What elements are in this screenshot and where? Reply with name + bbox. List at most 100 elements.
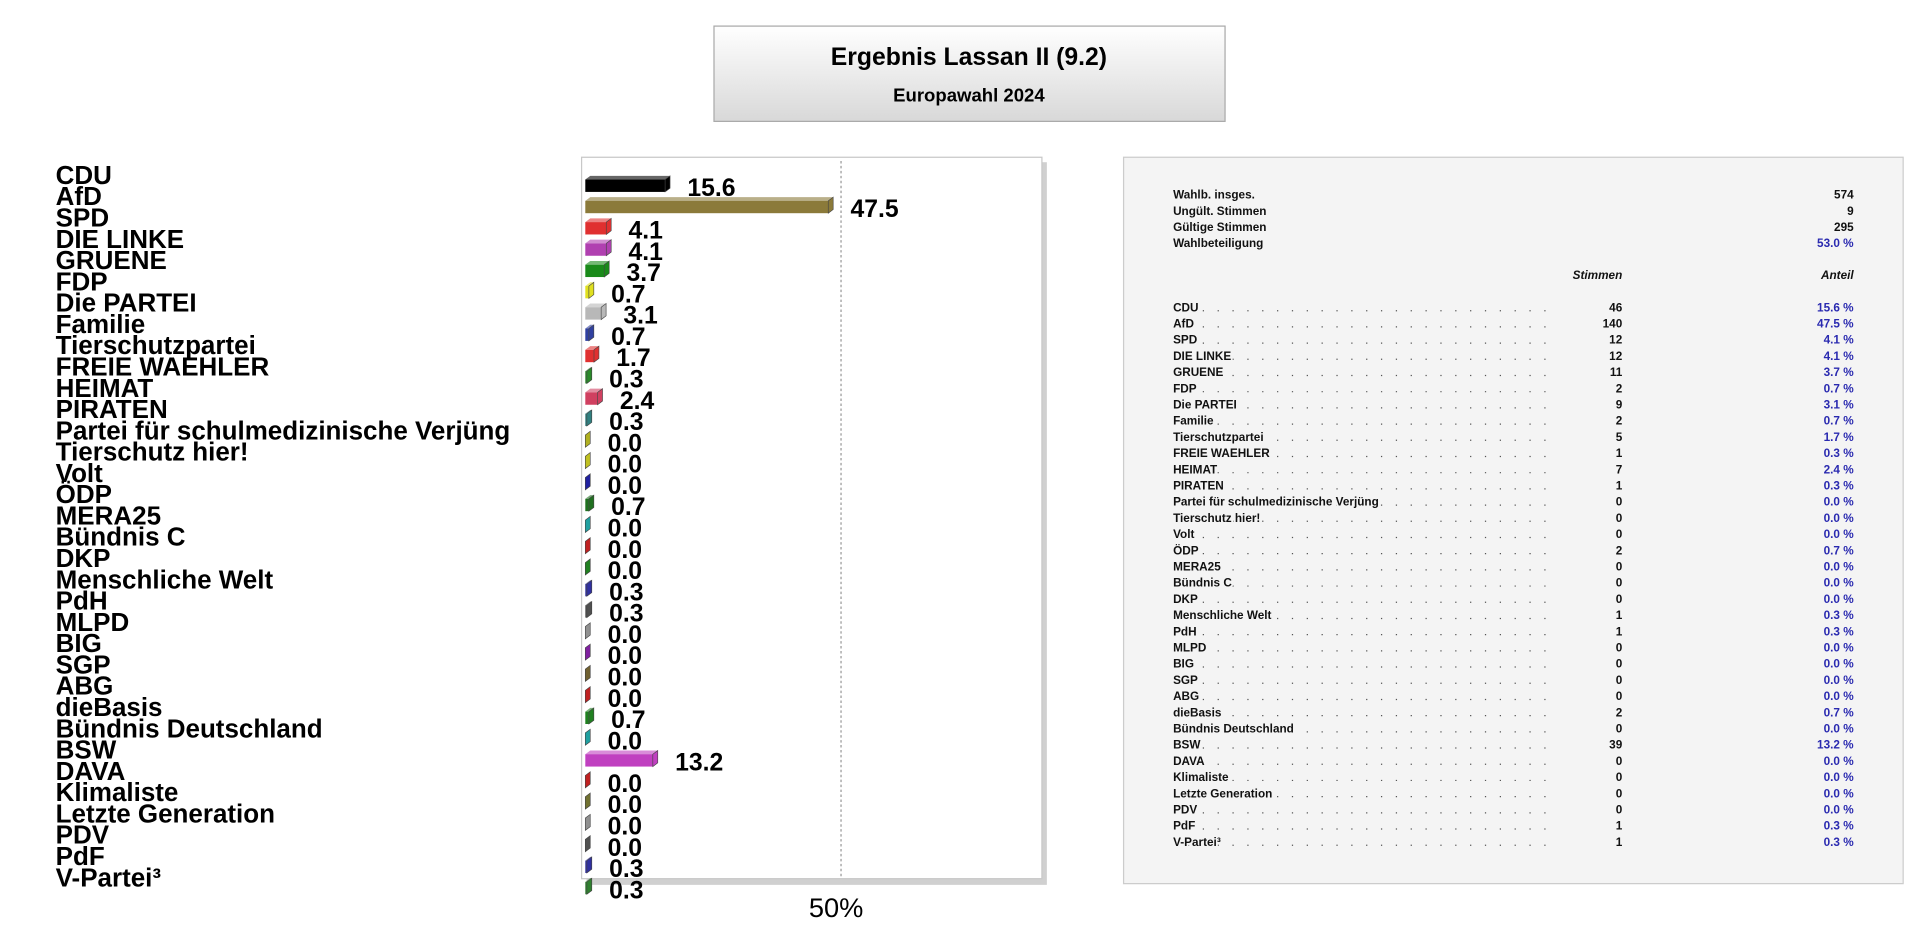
category-label: Die PARTEI [56, 288, 197, 318]
bar-side [584, 792, 591, 810]
value-label: 0.0 [608, 622, 642, 649]
bar-side [586, 366, 593, 385]
votes: 0 [1616, 496, 1623, 509]
category-label: PdF [56, 841, 105, 871]
bar-side [664, 175, 671, 193]
bar [585, 217, 612, 236]
bar-face [585, 498, 589, 512]
bar [585, 324, 595, 342]
bar-side [588, 281, 595, 299]
bar-top [585, 388, 603, 393]
category-label: DKP [56, 543, 111, 573]
bar-side [605, 217, 612, 236]
bar-face [585, 605, 587, 618]
share: 47.5 % [1817, 318, 1854, 331]
bar-side [584, 622, 591, 640]
party-name: FDP [1173, 382, 1197, 395]
bar [585, 877, 593, 895]
value-label: 0.3 [609, 409, 643, 436]
share: 2.4 % [1824, 463, 1855, 476]
value-label: 0.7 [611, 324, 645, 351]
bar-top [585, 197, 834, 201]
votes: 1 [1616, 447, 1623, 460]
bar-side [586, 409, 593, 427]
category-label: BIG [56, 628, 102, 658]
share: 0.7 % [1824, 415, 1855, 428]
votes: 0 [1616, 658, 1623, 671]
party-name: Klimaliste [1173, 771, 1229, 784]
bar [585, 388, 603, 406]
votes: 0 [1616, 528, 1623, 541]
category-label: MERA25 [56, 500, 161, 530]
bar [585, 409, 593, 427]
bar-face [585, 860, 587, 873]
value-label: 0.0 [608, 771, 642, 798]
votes: 2 [1616, 415, 1623, 428]
category-label: Bündnis C [56, 522, 186, 552]
bar [584, 537, 591, 555]
subtitle: Europawahl 2024 [893, 85, 1045, 106]
category-label: FREIE WAEHLER [56, 351, 270, 381]
category-label: Tierschutzpartei [56, 330, 256, 360]
party-name: Die PARTEI [1173, 399, 1237, 412]
bar-side [584, 813, 591, 832]
bar-side [586, 856, 593, 874]
share: 0.0 % [1824, 658, 1855, 671]
bar [584, 813, 591, 832]
bar-face [585, 881, 587, 895]
bar [584, 451, 591, 470]
bar [585, 579, 593, 597]
votes: 46 [1609, 301, 1623, 314]
bar-face [585, 179, 666, 192]
votes: 0 [1616, 561, 1623, 574]
share: 0.3 % [1824, 609, 1855, 622]
title-box [713, 25, 1226, 122]
party-name: AfD [1173, 318, 1194, 331]
party-name: Bündnis Deutschland [1173, 722, 1294, 735]
share: 0.7 % [1824, 706, 1855, 719]
share: 0.0 % [1824, 641, 1855, 654]
bar-top [585, 495, 594, 499]
value-label: 0.0 [608, 835, 642, 862]
bar-side [597, 388, 603, 406]
share: 0.0 % [1824, 690, 1855, 703]
share: 0.0 % [1824, 674, 1855, 687]
bar-side [584, 728, 591, 746]
votes: 9 [1616, 399, 1623, 412]
bar-face [585, 392, 598, 405]
share: 0.3 % [1824, 625, 1855, 638]
bar [585, 749, 659, 768]
title: Ergebnis Lassan II (9.2) [831, 44, 1107, 71]
bar-side [586, 877, 593, 895]
x-tick-label: 50% [809, 892, 863, 923]
value-label: 0.0 [608, 537, 642, 564]
bar [585, 366, 593, 385]
share: 0.0 % [1824, 755, 1855, 768]
votes: 2 [1616, 706, 1623, 719]
value-label: 1.7 [616, 345, 650, 372]
category-label: Bündnis Deutschland [56, 713, 323, 743]
party-name: MERA25 [1173, 561, 1221, 574]
party-name: GRUENE [1173, 366, 1223, 379]
bar-face [585, 371, 587, 384]
value-label: 0.0 [608, 686, 642, 713]
category-label: Familie [56, 309, 145, 339]
party-name: PdF [1173, 820, 1195, 833]
value-label: 0.0 [608, 792, 642, 819]
share: 0.3 % [1824, 836, 1855, 849]
bar-face [585, 711, 589, 725]
bar [585, 281, 595, 299]
summary-value: 53.0 % [1817, 237, 1854, 250]
bar [585, 345, 600, 363]
party-name: DIE LINKE [1173, 350, 1231, 363]
summary-label: Wahlb. insges. [1173, 189, 1255, 202]
bar-side [652, 749, 659, 768]
votes: 0 [1616, 674, 1623, 687]
party-name: FREIE WAEHLER [1173, 447, 1270, 460]
votes: 1 [1616, 820, 1623, 833]
party-name: Tierschutz hier! [1173, 512, 1260, 525]
share: 0.3 % [1824, 480, 1855, 493]
bar-side [827, 196, 834, 214]
bar-side [584, 771, 591, 789]
